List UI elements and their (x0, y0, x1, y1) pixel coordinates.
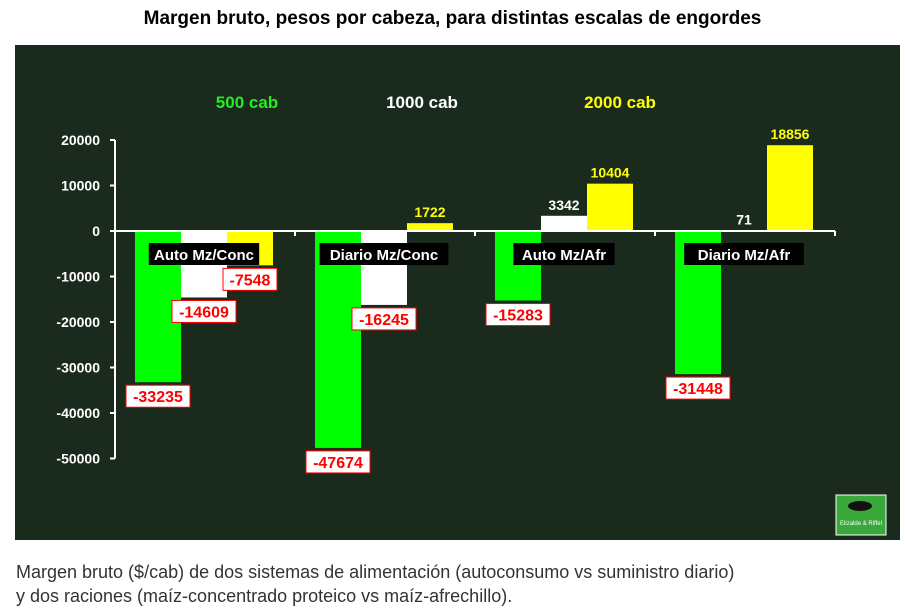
y-tick-label: -10000 (56, 269, 100, 285)
data-label-box (485, 303, 551, 327)
data-label: -33235 (133, 389, 183, 406)
y-tick-label: -20000 (56, 314, 100, 330)
bar (495, 231, 541, 301)
caption: Margen bruto ($/cab) de dos sistemas de … (16, 560, 901, 608)
category-label: Diario Mz/Afr (698, 247, 791, 264)
data-label: -31448 (673, 381, 723, 398)
category-label-box (513, 243, 615, 265)
bar (361, 231, 407, 305)
logo (835, 494, 887, 536)
category-label: Auto Mz/Afr (522, 247, 606, 264)
bar (767, 145, 813, 231)
y-tick-label: -50000 (56, 451, 100, 467)
category-label-box (319, 243, 449, 265)
bar (541, 215, 587, 231)
bar-chart: 20000 10000 0 -10000 -20000 -30000 -40000 -5000… (15, 45, 900, 540)
data-label: 10404 (591, 165, 630, 181)
y-tick-label: 0 (92, 223, 100, 239)
caption-line-1: Margen bruto ($/cab) de dos sistemas de … (16, 562, 735, 582)
legend-2000-cab: 2000 cab (584, 93, 656, 112)
data-label-box (125, 384, 191, 408)
data-label-box (351, 307, 417, 331)
category-label: Diario Mz/Conc (330, 247, 438, 264)
logo-bull-icon (848, 501, 872, 511)
page-title: Margen bruto, pesos por cabeza, para dis… (143, 8, 762, 29)
data-label: 1722 (414, 204, 445, 220)
data-label: 3342 (548, 197, 579, 213)
caption-line-2: y dos raciones (maíz-concentrado proteic… (16, 586, 513, 606)
logo-text: Elizalde & Riffel (840, 521, 882, 527)
category-label-box (148, 243, 260, 265)
data-label: 71 (736, 212, 752, 228)
bar (315, 231, 361, 448)
category-label-box (684, 243, 804, 265)
data-label: -16245 (359, 312, 409, 329)
data-label-box (171, 299, 237, 323)
data-label: -14609 (179, 304, 229, 321)
legend-1000-cab: 1000 cab (386, 93, 458, 112)
bar (587, 183, 633, 231)
y-tick-label: -30000 (56, 360, 100, 376)
category-label: Auto Mz/Conc (154, 247, 254, 264)
y-tick-label: 20000 (61, 132, 100, 148)
y-tick-label: 10000 (61, 178, 100, 194)
bar (407, 223, 453, 231)
y-tick-label: -40000 (56, 405, 100, 421)
data-label: -15283 (493, 308, 543, 325)
data-label: -47674 (313, 455, 363, 472)
data-label-box (665, 376, 731, 400)
data-label: 18856 (771, 126, 810, 142)
data-label-box (305, 450, 371, 474)
data-label-box (222, 267, 278, 291)
legend-500-cab: 500 cab (216, 93, 278, 112)
data-label: -7548 (230, 272, 271, 289)
